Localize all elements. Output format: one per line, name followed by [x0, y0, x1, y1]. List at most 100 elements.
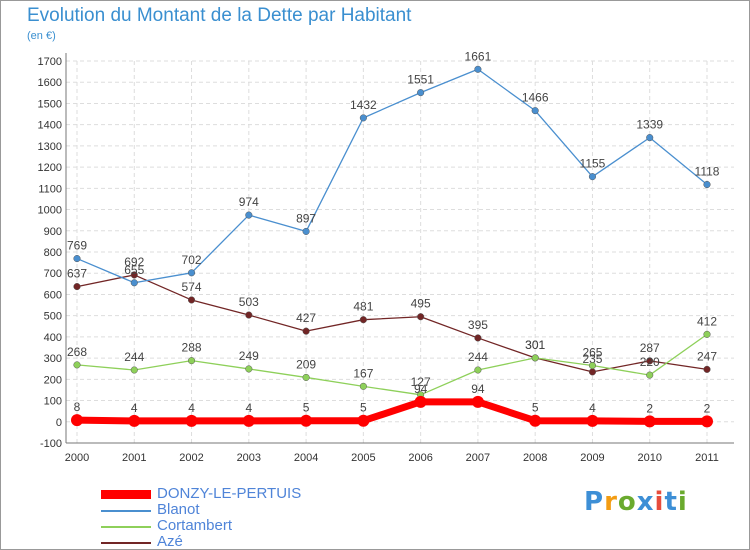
logo-letter: t — [664, 487, 678, 517]
legend-label-aze: Azé — [157, 533, 183, 550]
y-tick-label: 900 — [44, 226, 62, 238]
data-label-cortambert: 412 — [697, 314, 717, 328]
series-line-blanot — [76, 68, 708, 284]
y-tick-label: 1600 — [38, 77, 62, 89]
series-line-az — [76, 274, 708, 373]
data-point-az — [359, 316, 367, 324]
y-tick-label: 700 — [44, 268, 62, 280]
data-label-cortambert: 268 — [67, 345, 87, 359]
proxiti-logo: Proxiti — [584, 487, 688, 517]
data-point-cortambert — [646, 371, 654, 379]
data-label-cortambert: 127 — [411, 375, 431, 389]
x-tick-label: 2004 — [294, 452, 318, 464]
data-point-blanot — [245, 211, 253, 219]
logo-letter: x — [636, 487, 655, 517]
unit-label: (en €) — [27, 30, 56, 42]
data-label-cortambert: 209 — [296, 357, 316, 371]
x-tick-label: 2009 — [580, 452, 604, 464]
data-label-donzy-le-pertuis: 4 — [188, 401, 195, 415]
x-tick-label: 2010 — [637, 452, 661, 464]
data-label-blanot: 974 — [239, 195, 259, 209]
data-point-cortambert — [245, 365, 253, 373]
data-point-cortambert — [359, 382, 367, 390]
data-label-blanot: 1551 — [407, 73, 434, 87]
data-label-az: 427 — [296, 311, 316, 325]
logo-letter: i — [654, 487, 665, 517]
data-label-az: 495 — [411, 297, 431, 311]
data-point-cortambert — [531, 354, 539, 362]
data-label-blanot: 1661 — [465, 49, 492, 63]
data-label-cortambert: 244 — [124, 350, 144, 364]
legend-swatch-donzy — [101, 490, 151, 499]
y-tick-label: 100 — [44, 396, 62, 408]
logo-letter: i — [677, 487, 688, 517]
x-tick-label: 2003 — [237, 452, 261, 464]
data-label-az: 301 — [525, 338, 545, 352]
data-point-cortambert — [588, 361, 597, 370]
x-tick-label: 2000 — [65, 452, 89, 464]
data-label-az: 692 — [124, 255, 144, 269]
data-point-blanot — [703, 180, 711, 189]
y-tick-label: -100 — [40, 438, 62, 450]
y-tick-label: 1700 — [38, 56, 62, 68]
data-point-az — [245, 311, 253, 319]
legend-label-cortambert: Cortambert — [157, 517, 233, 534]
legend-swatch-aze — [101, 542, 151, 544]
x-tick-label: 2001 — [122, 452, 146, 464]
data-point-donzy-le-pertuis — [185, 414, 198, 427]
data-point-cortambert — [703, 330, 711, 338]
x-tick-label: 2002 — [179, 452, 203, 464]
data-point-az — [417, 313, 425, 321]
data-point-blanot — [130, 279, 138, 287]
data-label-cortambert: 244 — [468, 350, 488, 364]
data-point-blanot — [302, 227, 310, 235]
data-point-az — [302, 327, 310, 335]
x-tick-label: 2011 — [695, 452, 719, 464]
data-label-blanot: 1339 — [636, 118, 663, 132]
data-label-az: 637 — [67, 267, 87, 281]
data-label-blanot: 655 — [124, 263, 144, 277]
data-point-blanot — [646, 134, 654, 142]
data-label-donzy-le-pertuis: 4 — [245, 401, 252, 415]
legend-label-blanot: Blanot — [157, 501, 200, 518]
data-point-az — [646, 357, 654, 365]
data-point-az — [474, 334, 482, 342]
data-label-az: 395 — [468, 318, 488, 332]
y-tick-label: 500 — [44, 311, 62, 323]
data-label-blanot: 702 — [182, 253, 202, 267]
data-label-donzy-le-pertuis: 94 — [414, 382, 428, 396]
data-label-cortambert: 220 — [640, 355, 660, 369]
data-label-az: 235 — [582, 352, 602, 366]
data-point-donzy-le-pertuis — [586, 414, 599, 427]
data-label-az: 503 — [239, 295, 259, 309]
data-label-cortambert: 249 — [239, 349, 259, 363]
data-point-blanot — [417, 89, 425, 97]
x-tick-label: 2008 — [523, 452, 547, 464]
data-point-az — [187, 296, 196, 304]
data-point-cortambert — [73, 361, 81, 369]
data-label-az: 481 — [353, 300, 373, 314]
data-label-donzy-le-pertuis: 94 — [471, 382, 485, 396]
y-tick-label: 1100 — [38, 183, 62, 195]
y-tick-label: 800 — [44, 247, 62, 259]
data-label-donzy-le-pertuis: 8 — [74, 400, 81, 414]
data-label-blanot: 897 — [296, 211, 316, 225]
data-point-cortambert — [130, 366, 138, 374]
data-point-donzy-le-pertuis — [701, 415, 713, 428]
legend-label-donzy: DONZY-LE-PERTUIS — [157, 485, 302, 502]
data-label-donzy-le-pertuis: 4 — [589, 401, 596, 415]
data-label-blanot: 769 — [67, 239, 87, 253]
data-label-blanot: 1466 — [522, 91, 549, 105]
data-point-donzy-le-pertuis — [414, 395, 427, 408]
data-label-blanot: 1155 — [580, 157, 606, 171]
data-point-cortambert — [302, 373, 310, 381]
data-label-donzy-le-pertuis: 5 — [303, 401, 310, 415]
data-label-cortambert: 288 — [182, 341, 202, 355]
data-point-donzy-le-pertuis — [643, 415, 656, 428]
legend-swatch-cortambert — [101, 526, 151, 528]
data-point-donzy-le-pertuis — [242, 414, 255, 427]
data-point-az — [588, 368, 597, 376]
data-label-az: 574 — [182, 280, 202, 294]
